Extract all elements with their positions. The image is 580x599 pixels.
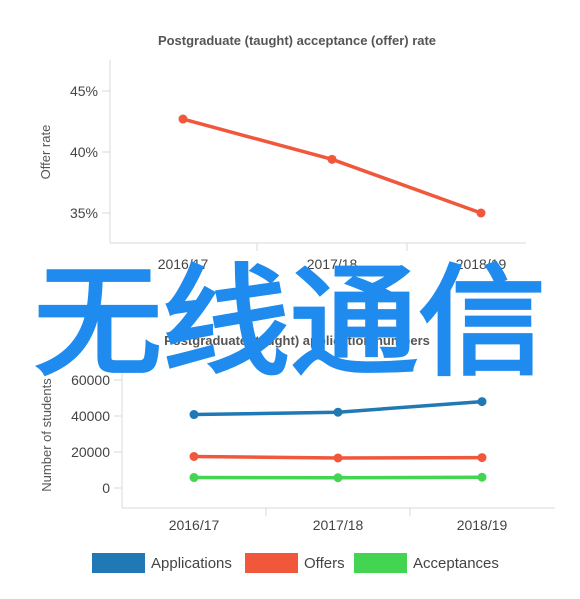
y-tick-label: 60000 <box>71 372 110 388</box>
chart2-y-axis-label: Number of students <box>39 378 54 492</box>
series-point[interactable] <box>189 473 199 483</box>
chart2-series <box>189 397 487 483</box>
application-numbers-chart: Postgraduate (taught) application number… <box>39 333 555 573</box>
series-point[interactable] <box>477 472 487 482</box>
series-point[interactable] <box>189 410 199 420</box>
x-tick-label: 2016/17 <box>169 517 220 533</box>
chart1-series <box>178 114 486 218</box>
chart1-title: Postgraduate (taught) acceptance (offer)… <box>158 33 436 48</box>
legend-label[interactable]: Offers <box>304 555 345 572</box>
series-line <box>181 117 483 215</box>
chart2-y-ticks: 0 20000 40000 60000 <box>71 372 122 496</box>
series-point[interactable] <box>477 397 487 407</box>
x-tick-label: 2017/18 <box>313 517 364 533</box>
legend-swatch[interactable] <box>92 553 145 573</box>
legend-swatch[interactable] <box>354 553 407 573</box>
chart2-legend: Applications Offers Acceptances <box>92 553 499 573</box>
series-point[interactable] <box>189 452 199 461</box>
y-tick-label: 40000 <box>71 408 110 424</box>
series-point[interactable] <box>476 208 486 218</box>
legend-swatch[interactable] <box>245 553 298 573</box>
y-tick-label: 0 <box>102 480 110 496</box>
chart1-y-ticks: 35% 40% 45% <box>70 83 110 221</box>
series-point[interactable] <box>327 154 337 164</box>
overlay-watermark-text: 无线通信 <box>34 254 546 393</box>
x-tick-label: 2016/17 <box>158 256 209 272</box>
acceptance-rate-chart: Postgraduate (taught) acceptance (offer)… <box>38 33 526 272</box>
x-tick-label: 2018/19 <box>456 256 507 272</box>
x-tick-label: 2018/19 <box>457 517 508 533</box>
legend-label[interactable]: Applications <box>151 555 232 572</box>
y-tick-label: 45% <box>70 83 98 99</box>
x-tick-label: 2017/18 <box>307 256 358 272</box>
series-point[interactable] <box>333 453 343 463</box>
series-point[interactable] <box>333 473 343 483</box>
y-tick-label: 35% <box>70 205 98 221</box>
series-point[interactable] <box>477 453 487 463</box>
chart1-y-axis-label: Offer rate <box>38 125 53 180</box>
y-tick-label: 20000 <box>71 444 110 460</box>
y-tick-label: 40% <box>70 144 98 160</box>
series-point[interactable] <box>178 114 188 124</box>
chart2-x-ticks: 2016/17 2017/18 2018/19 <box>169 508 508 533</box>
legend-label[interactable]: Acceptances <box>413 555 499 572</box>
series-point[interactable] <box>333 407 343 417</box>
chart1-x-ticks: 2016/17 2017/18 2018/19 <box>158 243 507 272</box>
chart2-title: Postgraduate (taught) application number… <box>164 333 430 348</box>
